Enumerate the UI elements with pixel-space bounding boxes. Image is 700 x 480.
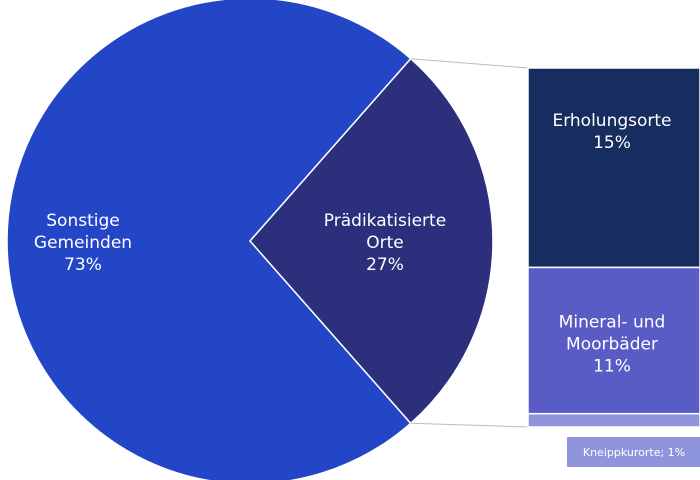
- label-line: Orte: [366, 233, 404, 253]
- label-line: Mineral- und: [559, 313, 666, 333]
- callout-label: Kneippkurorte; 1%: [583, 446, 685, 459]
- label-line: Prädikatisierte: [324, 211, 446, 231]
- label-line: Moorbäder: [566, 335, 658, 355]
- pie-slice: [6, 0, 412, 480]
- bar-label: Erholungsorte: [552, 111, 671, 131]
- pie-slice: [249, 57, 494, 425]
- label-line: Erholungsorte: [552, 111, 671, 131]
- connector: [410, 422, 529, 428]
- label-line: Sonstige: [46, 211, 119, 231]
- bar-segment: [527, 67, 700, 269]
- slice-label-value: 27%: [366, 255, 404, 275]
- slice-label: Prädikatisierte Orte: [324, 211, 446, 253]
- label-line: Gemeinden: [34, 233, 132, 253]
- slice-label: Sonstige Gemeinden: [34, 211, 132, 253]
- bar-label-value: 15%: [593, 133, 631, 153]
- callout-sep: ;: [660, 446, 667, 459]
- callout-box: [567, 437, 700, 467]
- connector: [410, 58, 529, 69]
- slice-label-value: 73%: [64, 255, 102, 275]
- bar-segment: [527, 266, 700, 415]
- bar-label-value: 11%: [593, 357, 631, 377]
- callout-value: 1%: [668, 446, 685, 459]
- callout-category: Kneippkurorte: [583, 446, 661, 459]
- bar-segment: [527, 412, 700, 428]
- bar-label: Mineral- und Moorbäder: [559, 313, 666, 355]
